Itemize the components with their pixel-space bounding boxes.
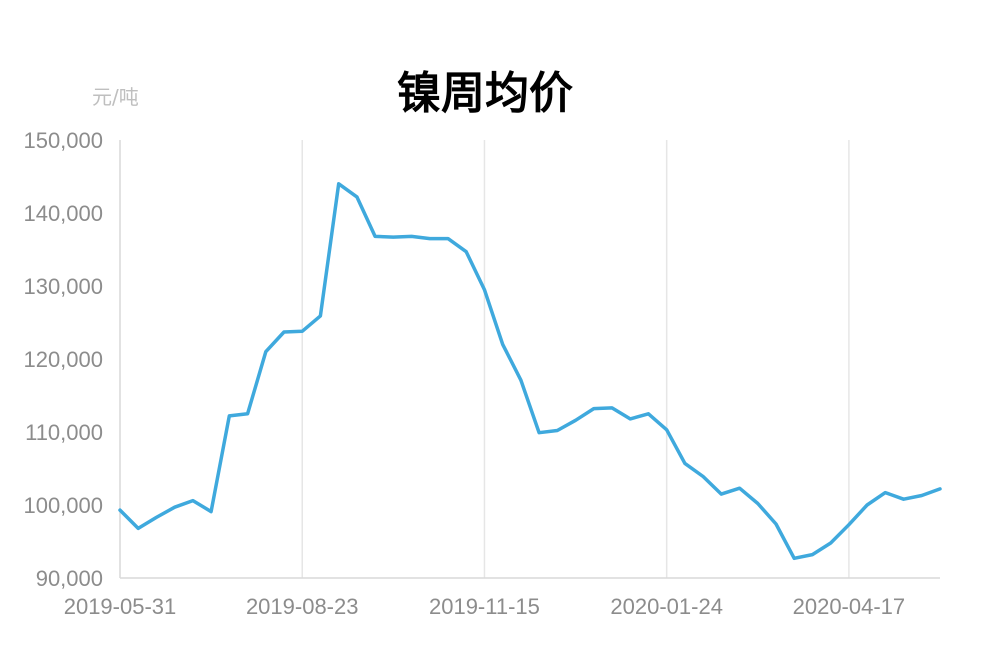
y-tick-label: 100,000 [23, 493, 103, 518]
x-tick-label: 2020-01-24 [610, 594, 723, 619]
y-tick-label: 140,000 [23, 201, 103, 226]
y-tick-labels: 90,000 100,000 110,000 120,000 130,000 140,00… [23, 128, 103, 591]
x-tick-label: 2019-08-23 [246, 594, 359, 619]
x-tick-label: 2019-05-31 [64, 594, 177, 619]
price-line [118, 182, 942, 561]
x-tick-label: 2019-11-15 [429, 594, 540, 619]
y-tick-label: 130,000 [23, 274, 103, 299]
price-series [118, 182, 942, 561]
y-tick-label: 120,000 [23, 347, 103, 372]
y-tick-label: 150,000 [23, 128, 103, 153]
vertical-gridlines [301, 140, 850, 578]
y-tick-label: 110,000 [25, 420, 103, 445]
x-tick-labels: 2019-05-31 2019-08-23 2019-11-15 2020-01-24… [64, 594, 905, 619]
chart-title: 镍周均价 [397, 68, 573, 119]
x-tick-label: 2020-04-17 [793, 594, 906, 619]
y-axis-unit-label: 元/吨 [92, 85, 139, 109]
y-tick-label: 90,000 [36, 566, 103, 591]
